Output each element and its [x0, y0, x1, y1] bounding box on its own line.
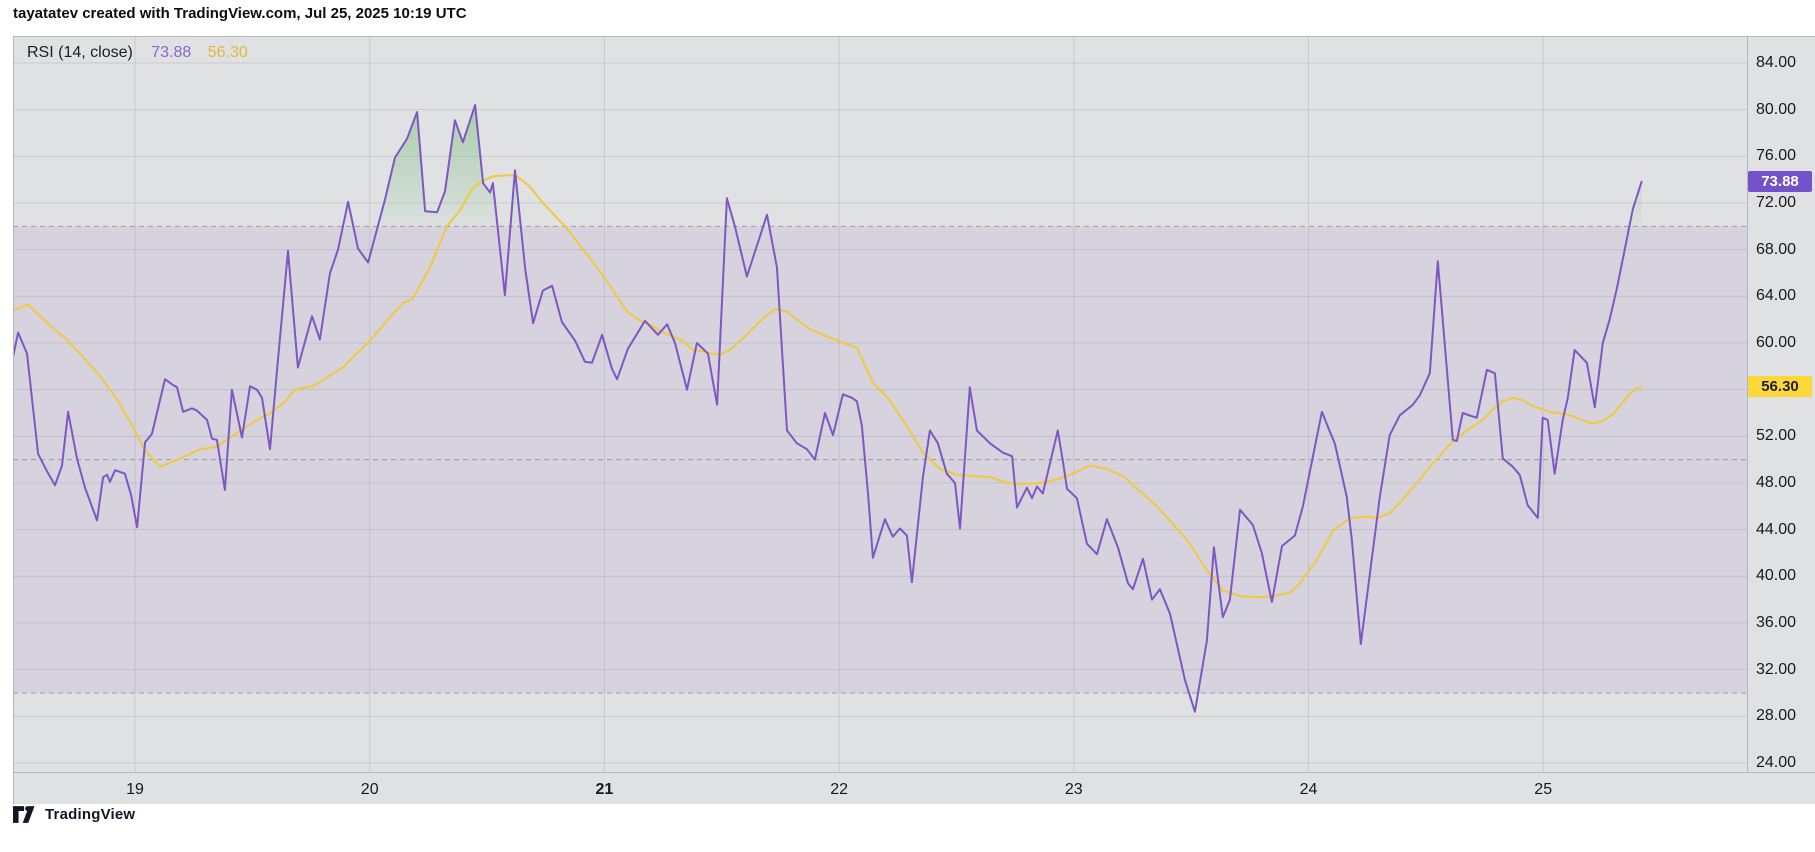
ma-last-value-badge: 56.30	[1748, 375, 1812, 397]
price-tick-label: 72.00	[1756, 194, 1797, 211]
tradingview-logo-icon	[13, 806, 35, 823]
rsi-ma-line	[13, 174, 1643, 599]
price-tick-label: 76.00	[1756, 147, 1797, 165]
price-tick-label: 80.00	[1756, 100, 1797, 118]
price-tick-label: 32.00	[1756, 660, 1797, 678]
rsi-last-value-badge: 73.88	[1748, 170, 1812, 192]
price-tick-label: 40.00	[1756, 567, 1797, 585]
price-tick-label: 68.00	[1756, 240, 1797, 258]
overbought-fill-region	[510, 170, 521, 227]
price-tick-label: 24.00	[1756, 754, 1797, 771]
chart-pane-background	[13, 36, 1815, 804]
time-tick-label: 19	[126, 781, 144, 798]
time-tick-label: 22	[830, 781, 848, 798]
price-tick-label: 44.00	[1756, 520, 1797, 538]
price-tick-label: 60.00	[1756, 334, 1797, 351]
indicator-title: RSI (14, close)	[27, 44, 133, 61]
time-tick-label: 21	[595, 781, 614, 798]
overbought-fill-region	[342, 201, 354, 227]
time-axis-separator	[13, 772, 1815, 773]
time-tick-label: 24	[1299, 781, 1318, 798]
price-tick-label: 36.00	[1756, 614, 1797, 631]
watermark-attribution-text: tayatatev created with TradingView.com, …	[13, 5, 467, 22]
price-tick-label: 48.00	[1756, 474, 1797, 491]
indicator-rsi-value: 73.88	[151, 44, 192, 61]
rsi-plot-area[interactable]	[13, 36, 1747, 772]
footer-branding[interactable]: TradingView	[13, 806, 135, 823]
brand-name: TradingView	[45, 806, 136, 823]
price-tick-label: 52.00	[1756, 427, 1797, 445]
time-tick-label: 23	[1064, 781, 1083, 798]
indicator-ma-value: 56.30	[207, 44, 248, 61]
time-tick-label: 25	[1534, 781, 1553, 798]
time-tick-label: 20	[360, 781, 379, 798]
price-tick-label: 64.00	[1756, 287, 1797, 305]
pane-left-border	[13, 36, 14, 804]
indicator-legend[interactable]: RSI (14, close) 73.88 56.30	[27, 44, 248, 62]
pane-top-border	[13, 36, 1815, 37]
price-axis-separator	[1747, 36, 1748, 772]
price-tick-label: 84.00	[1756, 54, 1797, 71]
rsi-line	[13, 104, 1643, 713]
price-tick-label: 28.00	[1756, 707, 1797, 725]
